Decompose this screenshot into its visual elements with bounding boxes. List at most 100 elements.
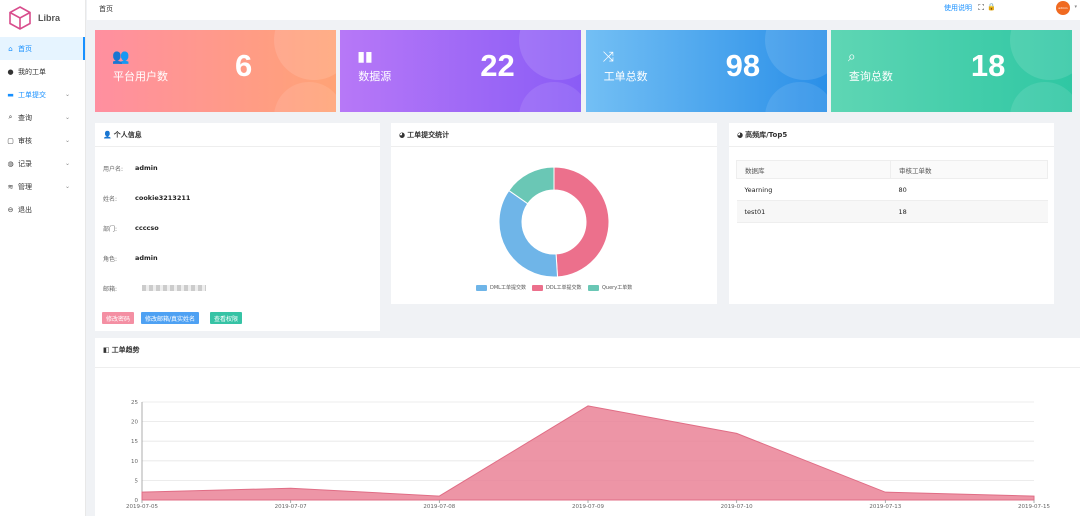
stat-card[interactable]: ⤨ 工单总数 98 <box>585 30 827 112</box>
top-db-table: 数据库 审核工单数 Yearning 80 test01 18 <box>736 160 1048 223</box>
help-link[interactable]: 使用说明 <box>944 4 972 12</box>
avatar-text: admin <box>1058 6 1068 10</box>
sidebar-item-7[interactable]: ⊖ 退出 <box>0 198 85 221</box>
trend-icon: ◧ <box>103 346 110 354</box>
sidebar-item-6[interactable]: ≋ 管理 ⌄ <box>0 175 85 198</box>
edit-icon: ▢ <box>7 136 14 145</box>
x-tick-label: 2019-07-07 <box>275 504 307 510</box>
legend-item[interactable]: DDL工单提交数 <box>532 284 582 291</box>
sidebar: Libra ⌂ 首页 ● 我的工单 ▬ 工单提交 ⌄ ⌕ 查询 ⌄ ▢ 审核 ⌄ ◍ 记录 ⌄ ≋ 管理 ⌄ ⊖ 退出 <box>0 0 86 516</box>
home-icon: ⌂ <box>8 44 13 53</box>
stat-label: 平台用户数 <box>113 70 168 83</box>
user-icon: 👤 <box>103 131 112 139</box>
ticket-stats-title: 工单提交统计 <box>407 131 450 139</box>
sidebar-item-0[interactable]: ⌂ 首页 <box>0 37 85 60</box>
lock-icon[interactable]: 🔒 <box>987 3 996 11</box>
logout-icon: ⊖ <box>7 205 14 214</box>
decor-circle <box>519 82 582 112</box>
stat-label: 查询总数 <box>848 70 893 83</box>
stat-value: 98 <box>725 48 761 83</box>
donut-slice[interactable] <box>553 166 610 278</box>
stat-value: 6 <box>235 48 253 83</box>
chevron-down-icon: ⌄ <box>64 160 70 167</box>
profile-title: 个人信息 <box>113 131 142 139</box>
sidebar-item-4[interactable]: ▢ 审核 ⌄ <box>0 129 85 152</box>
top-db-title: 高频库/Top5 <box>745 131 788 139</box>
stat-value: 18 <box>970 48 1006 83</box>
x-tick-label: 2019-07-05 <box>126 504 158 510</box>
logo[interactable]: Libra <box>0 0 85 36</box>
donut-slice[interactable] <box>508 166 555 205</box>
sidebar-item-2[interactable]: ▬ 工单提交 ⌄ <box>0 83 85 106</box>
breadcrumb[interactable]: 首页 <box>99 5 113 13</box>
y-tick-label: 15 <box>131 439 138 445</box>
table-cell: 18 <box>890 200 1048 223</box>
area-series[interactable] <box>141 405 1035 501</box>
donut-chart <box>498 166 610 278</box>
sidebar-item-label: 工单提交 <box>18 90 46 99</box>
decor-circle <box>274 82 336 112</box>
x-tick-label: 2019-07-10 <box>721 504 753 510</box>
profile-field-label: 姓名: <box>103 196 118 203</box>
column-header[interactable]: 数据库 <box>736 160 891 179</box>
decor-circle <box>764 30 827 80</box>
legend-label: Query工单数 <box>602 285 633 291</box>
profile-field-value: ccccso <box>135 224 159 232</box>
sidebar-item-5[interactable]: ◍ 记录 ⌄ <box>0 152 85 175</box>
table-cell: 80 <box>890 178 1048 201</box>
edit-email-name-button[interactable]: 修改邮箱/真实姓名 <box>141 312 200 324</box>
table-cell: Yearning <box>736 178 891 201</box>
table-row[interactable]: test01 18 <box>736 200 1048 223</box>
y-tick-label: 25 <box>131 400 138 406</box>
trend-area-chart: 0 5 10 15 20 25 2019-07-05 2019-07-07 2019-07-08… <box>126 400 1050 510</box>
x-tick-label: 2019-07-08 <box>423 504 455 510</box>
sidebar-item-1[interactable]: ● 我的工单 <box>0 60 85 83</box>
sidebar-item-label: 查询 <box>18 113 32 122</box>
stat-card[interactable]: 👥 平台用户数 6 <box>95 30 336 112</box>
trend-title: 工单趋势 <box>111 346 140 354</box>
shuffle-icon: ⤨ <box>602 49 614 65</box>
profile-field-value: cookie3213211 <box>135 194 191 202</box>
fullscreen-icon[interactable]: ⛶ <box>978 3 984 12</box>
decor-circle <box>1009 30 1072 80</box>
stack-icon: ≋ <box>7 182 14 191</box>
legend-item[interactable]: DML工单提交数 <box>476 284 526 291</box>
stat-value: 22 <box>480 48 515 83</box>
profile-field-value: admin <box>135 164 158 172</box>
cube-logo-icon <box>9 6 31 30</box>
chevron-down-icon: ⌄ <box>64 91 70 98</box>
y-tick-label: 10 <box>131 459 138 465</box>
column-header[interactable]: 审核工单数 <box>890 160 1048 179</box>
stat-card[interactable]: ▮▮ 数据源 22 <box>340 30 582 112</box>
change-password-button[interactable]: 修改密码 <box>102 312 135 324</box>
search-icon: ⌕ <box>847 49 856 65</box>
chevron-down-icon: ⌄ <box>64 137 70 144</box>
stat-card[interactable]: ⌕ 查询总数 18 <box>830 30 1072 112</box>
pie-icon: ◕ <box>737 131 744 139</box>
avatar[interactable]: admin <box>1056 1 1070 15</box>
email-redacted <box>142 285 206 291</box>
stat-label: 数据源 <box>358 70 392 83</box>
legend-swatch <box>532 284 543 291</box>
user-icon: ● <box>7 67 14 76</box>
legend-item[interactable]: Query工单数 <box>588 284 632 291</box>
sidebar-item-label: 记录 <box>18 159 32 168</box>
chevron-down-icon: ⌄ <box>64 183 70 190</box>
caret-down-icon[interactable]: ▾ <box>1074 4 1077 10</box>
profile-field-label: 邮箱: <box>103 286 118 293</box>
pie-icon: ◕ <box>399 131 406 139</box>
profile-field-value: admin <box>135 254 158 262</box>
profile-field-label: 部门: <box>103 226 118 233</box>
sidebar-item-label: 审核 <box>18 136 32 145</box>
view-permissions-button[interactable]: 查看权限 <box>210 312 243 324</box>
table-cell: test01 <box>736 200 891 223</box>
x-tick-label: 2019-07-09 <box>572 504 604 510</box>
bar-chart-icon: ▮▮ <box>357 49 373 65</box>
search-icon: ⌕ <box>8 113 13 121</box>
table-row[interactable]: Yearning 80 <box>736 178 1048 201</box>
decor-circle <box>1009 82 1072 112</box>
legend-label: DDL工单提交数 <box>546 285 582 291</box>
legend-swatch <box>476 284 487 291</box>
y-tick-label: 5 <box>135 478 139 484</box>
sidebar-item-3[interactable]: ⌕ 查询 ⌄ <box>0 106 85 129</box>
